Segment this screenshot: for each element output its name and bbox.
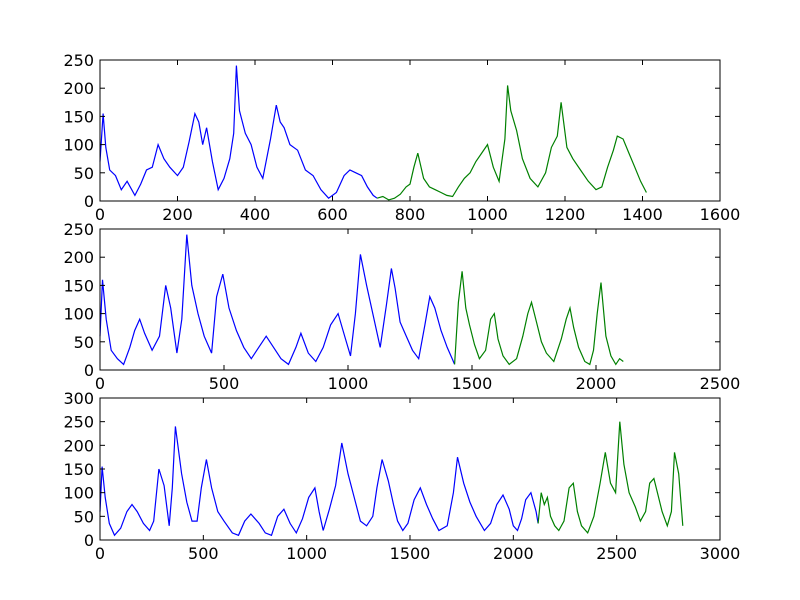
x-tick-label: 0 [95, 205, 105, 224]
y-tick-label: 100 [63, 484, 94, 503]
x-tick-label: 0 [95, 374, 105, 393]
y-tick-label: 100 [63, 305, 94, 324]
y-tick-label: 200 [63, 248, 94, 267]
y-tick-label: 250 [63, 220, 94, 239]
y-tick-label: 150 [63, 460, 94, 479]
x-tick-label: 2000 [493, 544, 534, 563]
subplot-1: 0 200 400 600 800 1000 1200 1400 1600 0 50 100 150 20… [63, 51, 740, 224]
series-line-2 [537, 421, 684, 535]
y-tick-label: 0 [84, 361, 94, 380]
y-tick-label: 200 [63, 436, 94, 455]
subplot-2: 0 500 1000 1500 2000 2500 0 50 100 150 200 250 [63, 220, 740, 393]
x-tick-label: 800 [395, 205, 426, 224]
y-tick-label: 50 [74, 507, 94, 526]
x-tick-label: 1600 [700, 205, 741, 224]
x-tick-label: 2000 [576, 374, 617, 393]
y-tick-label: 50 [74, 333, 94, 352]
axes-frame [99, 59, 721, 202]
series-line-1 [99, 234, 456, 366]
axes-frame [99, 397, 721, 541]
x-tick-label: 1200 [545, 205, 586, 224]
x-tick-label: 1500 [452, 374, 493, 393]
y-tick-label: 200 [63, 79, 94, 98]
y-tick-label: 0 [84, 531, 94, 550]
x-tick-label: 1000 [286, 544, 327, 563]
x-tick-label: 400 [240, 205, 271, 224]
y-tick-label: 250 [63, 51, 94, 70]
series-line-1 [99, 426, 539, 537]
x-tick-label: 1000 [467, 205, 508, 224]
series-line-2 [376, 85, 647, 201]
y-tick-label: 150 [63, 276, 94, 295]
x-tick-label: 200 [162, 205, 193, 224]
x-tick-label: 500 [188, 544, 219, 563]
y-tick-label: 250 [63, 413, 94, 432]
x-tick-label: 1400 [622, 205, 663, 224]
x-tick-label: 600 [317, 205, 348, 224]
x-tick-label: 2500 [596, 544, 637, 563]
x-tick-label: 0 [95, 544, 105, 563]
x-tick-label: 500 [209, 374, 240, 393]
y-tick-label: 100 [63, 136, 94, 155]
x-tick-label: 2500 [700, 374, 741, 393]
x-tick-label: 1500 [390, 544, 431, 563]
y-tick-label: 50 [74, 164, 94, 183]
x-tick-label: 3000 [700, 544, 741, 563]
subplot-3: 0 500 1000 1500 2000 2500 30000501001502002503… [63, 389, 740, 563]
y-tick-label: 150 [63, 107, 94, 126]
x-tick-label: 1000 [328, 374, 369, 393]
y-tick-label: 0 [84, 192, 94, 211]
series-line-1 [99, 65, 378, 200]
series-line-2 [454, 271, 624, 366]
y-tick-label: 300 [63, 389, 94, 408]
axes-frame [99, 228, 721, 371]
